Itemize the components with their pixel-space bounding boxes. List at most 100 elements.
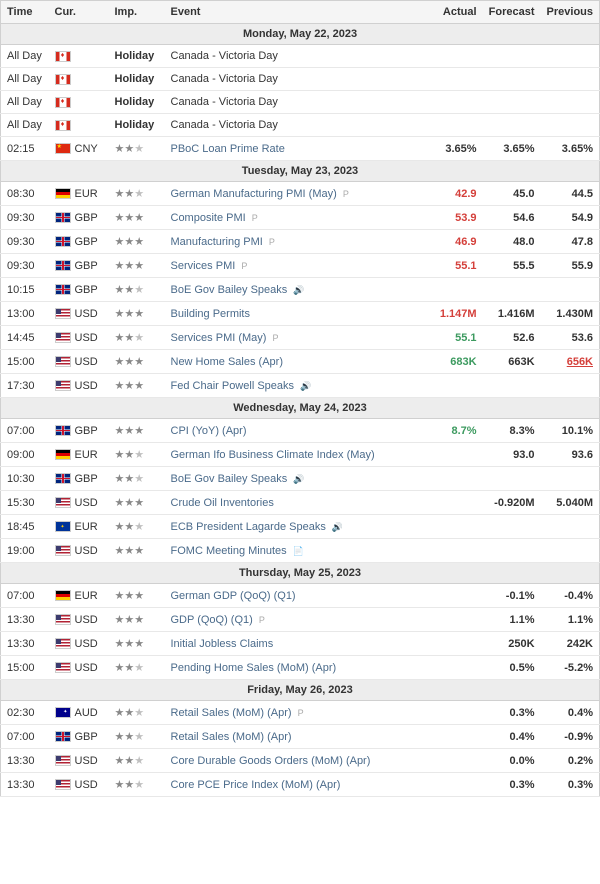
cell-forecast: 8.3% — [483, 419, 541, 443]
event-row[interactable]: 09:30GBP★★★Manufacturing PMI P46.948.047… — [1, 230, 600, 254]
event-row[interactable]: 15:00USD★★★Pending Home Sales (MoM) (Apr… — [1, 656, 600, 680]
cell-previous: 1.1% — [541, 608, 600, 632]
cell-forecast: 0.3% — [483, 773, 541, 797]
flag-icon — [55, 731, 71, 742]
cell-imp: ★★★ — [109, 302, 165, 326]
cell-time: 07:00 — [1, 419, 49, 443]
cell-cur: GBP — [49, 725, 109, 749]
cell-previous: 10.1% — [541, 419, 600, 443]
doc-icon: 📄 — [293, 546, 304, 556]
cell-previous: 54.9 — [541, 206, 600, 230]
importance-stars: ★★★ — [115, 707, 145, 719]
cell-imp: ★★★ — [109, 137, 165, 161]
event-row[interactable]: 08:30EUR★★★German Manufacturing PMI (May… — [1, 182, 600, 206]
cell-time: 13:00 — [1, 302, 49, 326]
event-name: ECB President Lagarde Speaks — [171, 521, 326, 533]
flag-icon — [55, 97, 71, 108]
flag-icon — [55, 779, 71, 790]
flag-icon — [55, 380, 71, 391]
cell-cur: USD — [49, 539, 109, 563]
event-row[interactable]: 18:45EUR★★★ECB President Lagarde Speaks … — [1, 515, 600, 539]
cell-cur: GBP — [49, 467, 109, 491]
cell-cur: USD — [49, 491, 109, 515]
event-row[interactable]: 13:30USD★★★Core PCE Price Index (MoM) (A… — [1, 773, 600, 797]
event-name: Building Permits — [171, 308, 250, 320]
event-row[interactable]: 10:30GBP★★★BoE Gov Bailey Speaks 🔊 — [1, 467, 600, 491]
cell-imp: ★★★ — [109, 443, 165, 467]
cell-imp: ★★★ — [109, 278, 165, 302]
flag-icon — [55, 755, 71, 766]
event-row[interactable]: 13:30USD★★★Core Durable Goods Orders (Mo… — [1, 749, 600, 773]
cell-event: Building Permits — [165, 302, 425, 326]
cell-cur: EUR — [49, 515, 109, 539]
cell-cur: USD — [49, 302, 109, 326]
event-row[interactable]: All DayHolidayCanada - Victoria Day — [1, 68, 600, 91]
event-row[interactable]: 10:15GBP★★★BoE Gov Bailey Speaks 🔊 — [1, 278, 600, 302]
flag-icon — [55, 638, 71, 649]
cell-previous: 53.6 — [541, 326, 600, 350]
cell-previous: 0.4% — [541, 701, 600, 725]
event-row[interactable]: 07:00EUR★★★German GDP (QoQ) (Q1)-0.1%-0.… — [1, 584, 600, 608]
event-row[interactable]: 09:30GBP★★★Services PMI P55.155.555.9 — [1, 254, 600, 278]
event-row[interactable]: 15:30USD★★★Crude Oil Inventories-0.920M5… — [1, 491, 600, 515]
day-header: Wednesday, May 24, 2023 — [1, 398, 600, 419]
cell-forecast — [483, 467, 541, 491]
cell-cur: USD — [49, 656, 109, 680]
flag-icon — [55, 614, 71, 625]
event-row[interactable]: 07:00GBP★★★Retail Sales (MoM) (Apr)0.4%-… — [1, 725, 600, 749]
cell-cur: USD — [49, 326, 109, 350]
event-row[interactable]: 14:45USD★★★Services PMI (May) P55.152.65… — [1, 326, 600, 350]
cell-time: 02:30 — [1, 701, 49, 725]
cell-cur: CNY — [49, 137, 109, 161]
cell-forecast: 250K — [483, 632, 541, 656]
cell-time: All Day — [1, 91, 49, 114]
event-row[interactable]: 07:00GBP★★★CPI (YoY) (Apr)8.7%8.3%10.1% — [1, 419, 600, 443]
cell-imp: Holiday — [109, 45, 165, 68]
cell-imp: ★★★ — [109, 419, 165, 443]
flag-icon — [55, 356, 71, 367]
prelim-icon: P — [343, 189, 349, 199]
cell-imp: ★★★ — [109, 584, 165, 608]
event-name: Retail Sales (MoM) (Apr) — [171, 707, 292, 719]
event-row[interactable]: All DayHolidayCanada - Victoria Day — [1, 114, 600, 137]
cell-event: PBoC Loan Prime Rate — [165, 137, 425, 161]
cell-previous — [541, 45, 600, 68]
cell-actual — [425, 443, 483, 467]
event-row[interactable]: 17:30USD★★★Fed Chair Powell Speaks 🔊 — [1, 374, 600, 398]
cell-actual — [425, 539, 483, 563]
cell-time: 17:30 — [1, 374, 49, 398]
flag-icon — [55, 497, 71, 508]
cell-previous — [541, 114, 600, 137]
day-header: Friday, May 26, 2023 — [1, 680, 600, 701]
cell-event: Core PCE Price Index (MoM) (Apr) — [165, 773, 425, 797]
cell-time: 14:45 — [1, 326, 49, 350]
event-row[interactable]: 02:30AUD★★★Retail Sales (MoM) (Apr) P0.3… — [1, 701, 600, 725]
event-row[interactable]: 09:30GBP★★★Composite PMI P53.954.654.9 — [1, 206, 600, 230]
event-row[interactable]: All DayHolidayCanada - Victoria Day — [1, 45, 600, 68]
cell-event: Initial Jobless Claims — [165, 632, 425, 656]
event-row[interactable]: 13:30USD★★★GDP (QoQ) (Q1) P1.1%1.1% — [1, 608, 600, 632]
cell-previous — [541, 374, 600, 398]
event-name: Pending Home Sales (MoM) (Apr) — [171, 662, 337, 674]
event-row[interactable]: All DayHolidayCanada - Victoria Day — [1, 91, 600, 114]
event-row[interactable]: 09:00EUR★★★German Ifo Business Climate I… — [1, 443, 600, 467]
importance-stars: ★★★ — [115, 308, 145, 320]
cell-forecast: 0.3% — [483, 701, 541, 725]
event-row[interactable]: 13:30USD★★★Initial Jobless Claims250K242… — [1, 632, 600, 656]
cell-actual — [425, 114, 483, 137]
event-name: CPI (YoY) (Apr) — [171, 425, 247, 437]
cell-cur — [49, 114, 109, 137]
cell-imp: ★★★ — [109, 326, 165, 350]
event-row[interactable]: 13:00USD★★★Building Permits1.147M1.416M1… — [1, 302, 600, 326]
cell-cur — [49, 91, 109, 114]
cell-event: New Home Sales (Apr) — [165, 350, 425, 374]
importance-stars: ★★★ — [115, 755, 145, 767]
cell-actual — [425, 515, 483, 539]
cell-event: German GDP (QoQ) (Q1) — [165, 584, 425, 608]
cell-forecast — [483, 515, 541, 539]
event-row[interactable]: 15:00USD★★★New Home Sales (Apr)683K663K6… — [1, 350, 600, 374]
prelim-icon: P — [269, 237, 275, 247]
event-row[interactable]: 02:15CNY★★★PBoC Loan Prime Rate3.65%3.65… — [1, 137, 600, 161]
event-row[interactable]: 19:00USD★★★FOMC Meeting Minutes 📄 — [1, 539, 600, 563]
cell-previous: 3.65% — [541, 137, 600, 161]
